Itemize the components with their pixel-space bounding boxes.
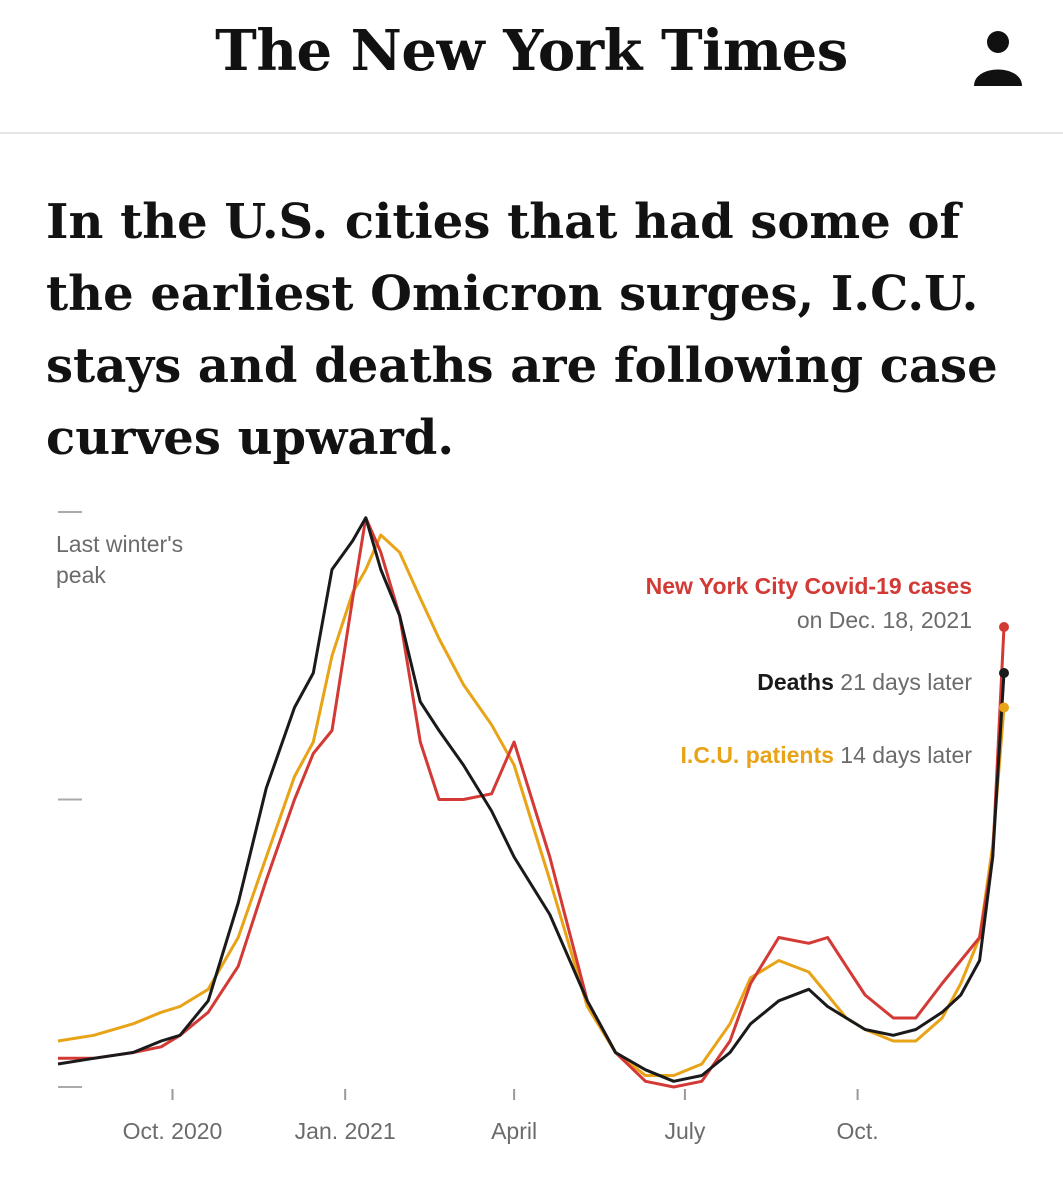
- x-tick-label: Jan. 2021: [295, 1118, 396, 1144]
- chart: Last winter's peak Oct. 2020 Jan. 2021 April…: [0, 490, 1063, 1180]
- icu-legend-label: I.C.U. patients 14 days later: [681, 742, 973, 768]
- icu-end-point: [999, 702, 1009, 713]
- x-tick-label: Oct. 2020: [123, 1118, 223, 1144]
- peak-reference-label: Last winter's peak: [56, 531, 183, 588]
- headline: In the U.S. cities that had some of the …: [46, 194, 998, 466]
- x-tick-label: July: [664, 1118, 705, 1144]
- line-chart: Last winter's peak Oct. 2020 Jan. 2021 April…: [56, 511, 1009, 1144]
- icu-series-line: [57, 533, 1006, 1077]
- cases-legend-label: New York City Covid-19 cases: [646, 573, 972, 599]
- masthead: The New York Times: [0, 0, 1063, 134]
- cases-end-point: [999, 622, 1009, 632]
- deaths-end-point: [999, 668, 1009, 678]
- x-tick-label: April: [491, 1118, 537, 1144]
- deaths-legend-label: Deaths 21 days later: [757, 669, 972, 695]
- cases-legend-sublabel: on Dec. 18, 2021: [797, 607, 972, 633]
- deaths-series-line: [57, 516, 1006, 1083]
- cases-series-line: [58, 516, 1006, 1089]
- x-tick-label: Oct.: [837, 1118, 879, 1144]
- person-icon[interactable]: [968, 28, 1028, 88]
- nyt-logo[interactable]: The New York Times: [215, 18, 848, 84]
